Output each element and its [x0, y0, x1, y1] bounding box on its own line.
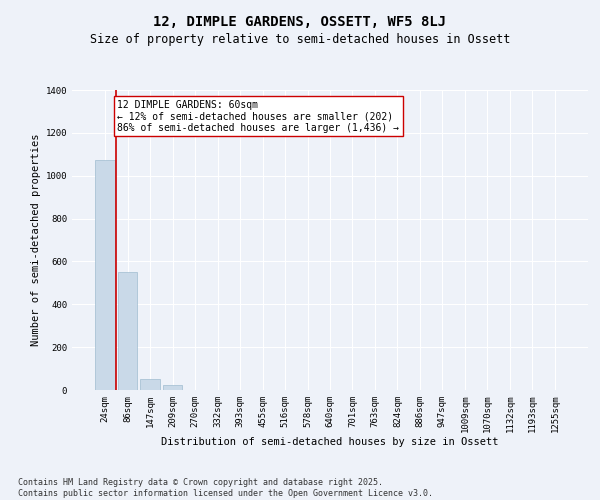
- Y-axis label: Number of semi-detached properties: Number of semi-detached properties: [31, 134, 41, 346]
- Text: Size of property relative to semi-detached houses in Ossett: Size of property relative to semi-detach…: [90, 32, 510, 46]
- Text: 12 DIMPLE GARDENS: 60sqm
← 12% of semi-detached houses are smaller (202)
86% of : 12 DIMPLE GARDENS: 60sqm ← 12% of semi-d…: [118, 100, 400, 133]
- Bar: [95, 160, 115, 390]
- Bar: [163, 384, 182, 390]
- X-axis label: Distribution of semi-detached houses by size in Ossett: Distribution of semi-detached houses by …: [161, 436, 499, 446]
- Text: Contains HM Land Registry data © Crown copyright and database right 2025.
Contai: Contains HM Land Registry data © Crown c…: [18, 478, 433, 498]
- Bar: [140, 380, 160, 390]
- Bar: [118, 272, 137, 390]
- Text: 12, DIMPLE GARDENS, OSSETT, WF5 8LJ: 12, DIMPLE GARDENS, OSSETT, WF5 8LJ: [154, 15, 446, 29]
